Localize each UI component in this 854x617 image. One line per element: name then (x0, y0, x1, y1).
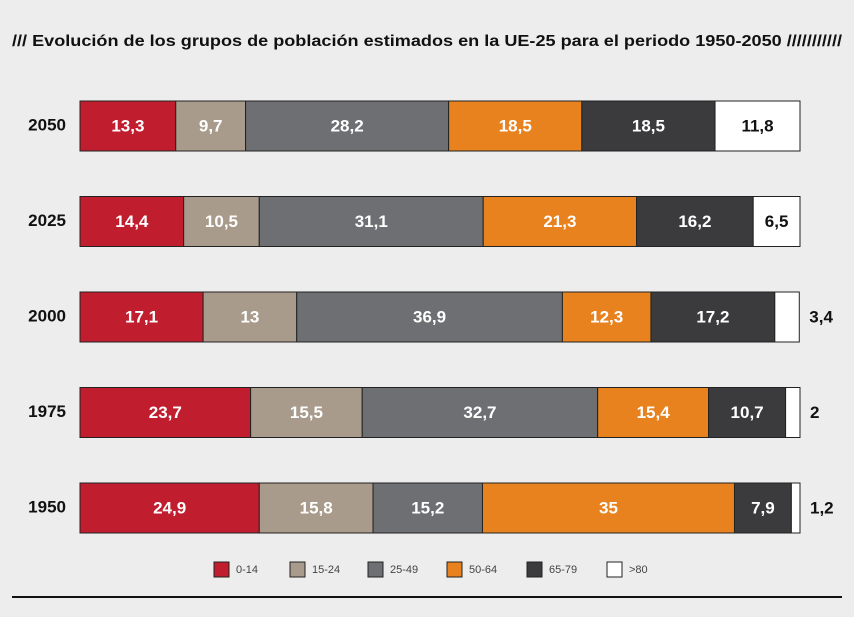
bar-segment (258, 196, 484, 247)
data-label: 17,2 (696, 307, 729, 326)
data-label: 18,5 (632, 116, 665, 135)
data-label: 32,7 (463, 403, 496, 422)
bar-segment (481, 482, 735, 534)
data-label: 14,4 (115, 212, 149, 231)
data-label: 17,1 (125, 307, 158, 326)
data-label: 10,7 (731, 403, 764, 422)
data-label: 6,5 (765, 212, 789, 231)
bar-segment (79, 291, 204, 343)
legend-label: 50-64 (469, 564, 497, 576)
y-tick-label: 2000 (28, 306, 66, 325)
bar-segment (361, 387, 599, 438)
data-label: 13 (240, 307, 259, 326)
bar-segment (774, 291, 800, 343)
legend-label: 15-24 (312, 564, 340, 576)
data-label: 24,9 (153, 498, 186, 517)
data-label: 35 (599, 498, 618, 517)
data-label: 15,2 (411, 498, 444, 517)
legend-swatch (526, 561, 543, 578)
y-tick-label: 1975 (28, 402, 66, 421)
data-label: 2 (810, 403, 819, 422)
data-label: 12,3 (590, 307, 623, 326)
data-label: 15,5 (290, 403, 323, 422)
data-label: 3,4 (809, 307, 833, 326)
y-tick-label: 2025 (28, 211, 66, 230)
data-label: 11,8 (741, 116, 773, 135)
legend-label: 65-79 (549, 564, 577, 576)
bar-segment (790, 482, 801, 534)
legend-swatch (213, 561, 230, 578)
bar-segment (752, 196, 801, 247)
data-label: 28,2 (331, 116, 364, 135)
legend-label: 25-49 (390, 564, 418, 576)
data-label: 31,1 (355, 212, 388, 231)
bar-segment (785, 387, 801, 438)
bar-segment (245, 100, 450, 152)
bar-segment (636, 196, 754, 247)
data-label: 18,5 (499, 116, 532, 135)
bar-segment (79, 100, 177, 152)
legend-swatch (606, 561, 623, 578)
bar-segment (733, 482, 792, 534)
bar-segment (714, 100, 801, 152)
legend-label: 0-14 (236, 564, 258, 576)
bar-segment (482, 196, 638, 247)
legend-swatch (367, 561, 384, 578)
bar-segment (597, 387, 710, 438)
data-label: 16,2 (678, 212, 711, 231)
bar-segment (175, 100, 247, 152)
data-label: 36,9 (413, 307, 446, 326)
chart-title: /// Evolución de los grupos de población… (12, 33, 843, 50)
data-label: 15,4 (637, 403, 671, 422)
bar-segment (372, 482, 483, 534)
bar-segment (258, 482, 374, 534)
legend-swatch (289, 561, 306, 578)
data-label: 9,7 (199, 116, 223, 135)
data-label: 21,3 (543, 212, 576, 231)
data-label: 1,2 (810, 498, 834, 517)
bar-segment (79, 387, 252, 438)
data-label: 13,3 (111, 116, 144, 135)
data-label: 10,5 (205, 212, 238, 231)
bar-segment (448, 100, 583, 152)
data-label: 23,7 (149, 403, 182, 422)
y-tick-label: 2050 (28, 115, 66, 134)
data-label: 15,8 (300, 498, 333, 517)
y-tick-label: 1950 (28, 497, 66, 516)
bar-segment (250, 387, 363, 438)
bar-segment (79, 482, 260, 534)
bar-segment (202, 291, 298, 343)
bar-segment (581, 100, 716, 152)
bar-segment (708, 387, 787, 438)
legend-label: >80 (629, 564, 648, 576)
legend-swatch (446, 561, 463, 578)
data-label: 7,9 (751, 498, 775, 517)
